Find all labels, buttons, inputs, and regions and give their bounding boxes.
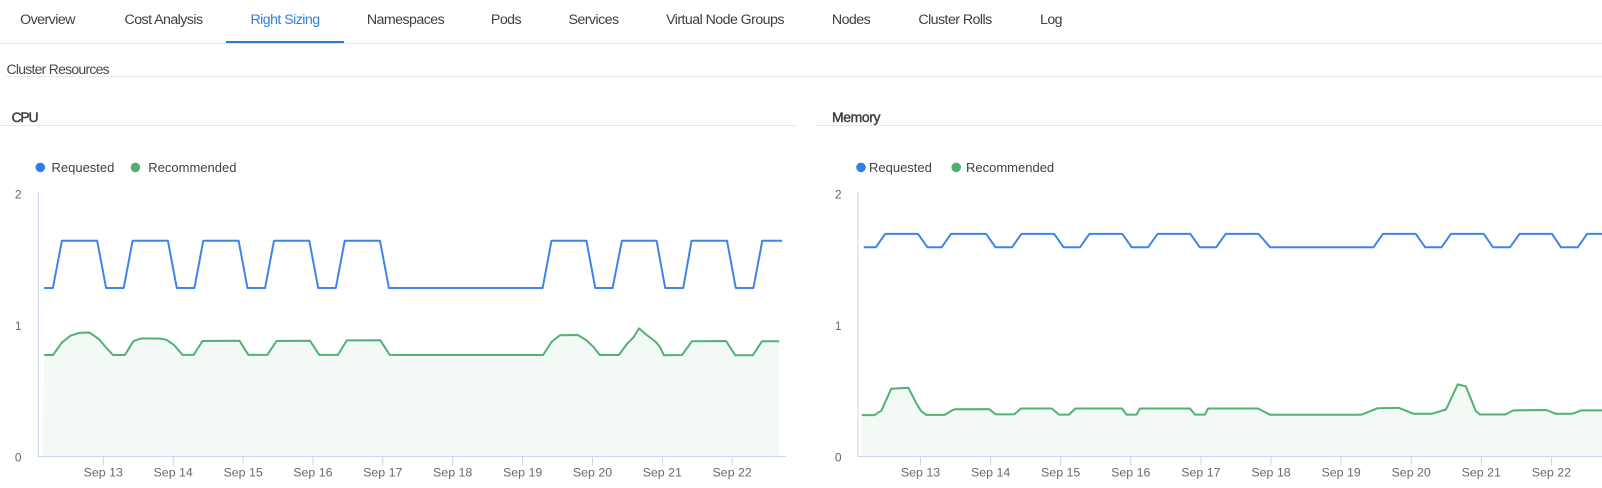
svg-text:0: 0 bbox=[835, 451, 842, 465]
svg-text:Sep 15: Sep 15 bbox=[223, 466, 262, 480]
svg-text:2: 2 bbox=[15, 188, 22, 202]
svg-text:Requested: Requested bbox=[869, 160, 932, 175]
svg-text:Sep 18: Sep 18 bbox=[1251, 466, 1290, 480]
svg-text:Sep 21: Sep 21 bbox=[1462, 466, 1501, 480]
svg-text:Sep 13: Sep 13 bbox=[84, 466, 123, 480]
svg-text:Requested: Requested bbox=[52, 160, 115, 175]
svg-text:Sep 17: Sep 17 bbox=[363, 466, 402, 480]
svg-text:Sep 14: Sep 14 bbox=[154, 466, 193, 480]
svg-text:Sep 14: Sep 14 bbox=[971, 466, 1010, 480]
svg-text:Recommended: Recommended bbox=[148, 160, 236, 175]
svg-text:Sep 15: Sep 15 bbox=[1041, 466, 1080, 480]
svg-text:Sep 16: Sep 16 bbox=[1111, 466, 1150, 480]
svg-text:Sep 21: Sep 21 bbox=[643, 466, 682, 480]
svg-text:Sep 18: Sep 18 bbox=[433, 466, 472, 480]
svg-text:Sep 16: Sep 16 bbox=[293, 466, 332, 480]
svg-text:Sep 22: Sep 22 bbox=[1532, 466, 1571, 480]
svg-text:0: 0 bbox=[15, 451, 22, 465]
svg-text:Sep 19: Sep 19 bbox=[503, 466, 542, 480]
svg-text:Sep 20: Sep 20 bbox=[1392, 466, 1431, 480]
svg-text:1: 1 bbox=[15, 319, 22, 333]
svg-text:Sep 13: Sep 13 bbox=[901, 466, 940, 480]
svg-text:Sep 20: Sep 20 bbox=[573, 466, 612, 480]
svg-text:Sep 17: Sep 17 bbox=[1181, 466, 1220, 480]
svg-text:Recommended: Recommended bbox=[966, 160, 1054, 175]
svg-text:Sep 22: Sep 22 bbox=[713, 466, 752, 480]
svg-text:2: 2 bbox=[835, 188, 842, 202]
svg-text:1: 1 bbox=[835, 319, 842, 333]
svg-text:Sep 19: Sep 19 bbox=[1321, 466, 1360, 480]
